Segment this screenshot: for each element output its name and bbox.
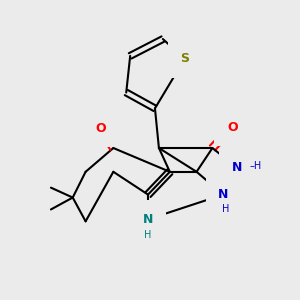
Text: S: S [180, 52, 189, 65]
Text: –H: –H [249, 161, 261, 171]
Text: O: O [227, 121, 238, 134]
Text: N: N [232, 161, 242, 174]
Text: O: O [95, 122, 106, 135]
Text: H: H [222, 205, 229, 214]
Text: N: N [143, 213, 153, 226]
Text: H: H [144, 230, 152, 240]
Text: N: N [218, 188, 229, 201]
